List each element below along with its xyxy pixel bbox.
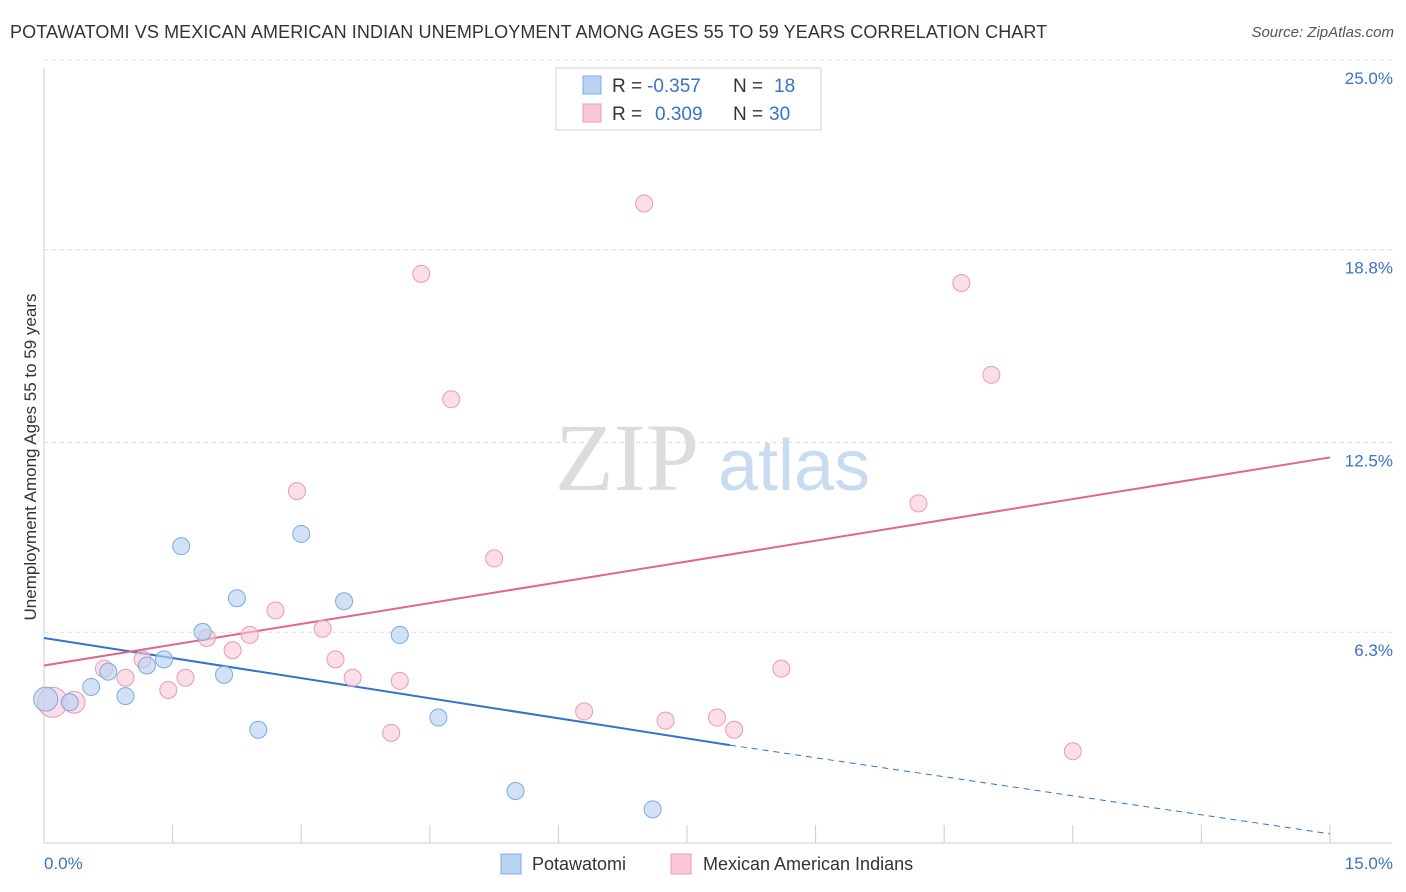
legend-n-label-2: N = (733, 104, 763, 125)
point-mexican (772, 659, 791, 678)
tick-labels: 6.3% 12.5% 18.8% 25.0% 0.0% 15.0% (44, 69, 1393, 873)
point-mexican (266, 601, 285, 620)
point-mexican (223, 641, 242, 660)
point-mexican (1063, 742, 1082, 761)
point-potawatomi (643, 800, 662, 819)
data-points (33, 194, 1082, 819)
point-mexican (575, 702, 594, 721)
legend-swatch-potawatomi (582, 75, 602, 95)
y-tick-label: 12.5% (1345, 452, 1393, 471)
point-mexican (982, 365, 1001, 384)
series-legend-swatch-potawatomi (500, 853, 522, 875)
point-potawatomi (33, 686, 59, 712)
y-tick-label: 25.0% (1345, 69, 1393, 88)
point-mexican (313, 619, 332, 638)
point-potawatomi (249, 720, 268, 739)
point-mexican (656, 711, 675, 730)
point-mexican (240, 625, 259, 644)
point-mexican (708, 708, 727, 727)
legend-r-value-2: 0.309 (655, 104, 703, 125)
point-potawatomi (390, 625, 409, 644)
series-legend: Potawatomi Mexican American Indians (500, 853, 913, 875)
watermark-atlas: atlas (718, 426, 870, 506)
series-legend-potawatomi: Potawatomi (532, 854, 626, 874)
y-axis-label: Unemployment Among Ages 55 to 59 years (21, 294, 40, 621)
point-potawatomi (292, 524, 311, 543)
point-potawatomi (193, 622, 212, 641)
gridlines (44, 59, 1392, 633)
point-mexican (390, 671, 409, 690)
y-tick-label: 6.3% (1354, 641, 1393, 660)
point-mexican (952, 274, 971, 293)
point-mexican (287, 482, 306, 501)
point-potawatomi (429, 708, 448, 727)
point-potawatomi (172, 537, 191, 556)
legend-r-value-1: -0.357 (647, 76, 701, 97)
point-mexican (159, 681, 178, 699)
x-tick-label: 0.0% (44, 854, 83, 873)
legend-r-label-1: R = (612, 76, 642, 97)
point-mexican (909, 494, 928, 513)
point-mexican (635, 194, 654, 213)
point-mexican (382, 723, 401, 742)
chart-title: POTAWATOMI VS MEXICAN AMERICAN INDIAN UN… (10, 22, 1048, 42)
series-legend-swatch-mexican (670, 853, 692, 875)
point-mexican (176, 668, 195, 687)
point-mexican (116, 668, 135, 687)
point-mexican (412, 264, 431, 283)
point-mexican (326, 650, 345, 669)
point-potawatomi (137, 656, 156, 675)
legend-swatch-mexican (582, 103, 602, 123)
point-potawatomi (215, 665, 234, 684)
point-mexican (485, 549, 504, 568)
point-potawatomi (60, 693, 79, 712)
legend-r-label-2: R = (612, 104, 642, 125)
point-potawatomi (99, 662, 118, 681)
point-potawatomi (155, 650, 174, 669)
point-mexican (343, 668, 362, 687)
point-potawatomi (227, 589, 246, 608)
point-mexican (725, 720, 744, 739)
legend-n-value-1: 18 (774, 76, 795, 97)
point-potawatomi (335, 592, 354, 611)
point-mexican (442, 390, 461, 409)
watermark-zip: ZIP (555, 404, 699, 511)
trendline-mexican (43, 456, 1331, 667)
point-potawatomi (82, 677, 101, 696)
y-tick-label: 18.8% (1345, 259, 1393, 278)
series-legend-mexican: Mexican American Indians (703, 854, 913, 874)
x-tick-label: 15.0% (1345, 854, 1393, 873)
point-potawatomi (116, 687, 135, 706)
legend-n-value-2: 30 (769, 104, 790, 125)
source-credit: Source: ZipAtlas.com (1251, 24, 1394, 41)
correlation-legend: R = -0.357 N = 18 R = 0.309 N = 30 (555, 67, 822, 131)
legend-n-label-1: N = (733, 76, 763, 97)
point-potawatomi (506, 781, 525, 800)
trendline-potawatomi-extension (729, 744, 1331, 835)
